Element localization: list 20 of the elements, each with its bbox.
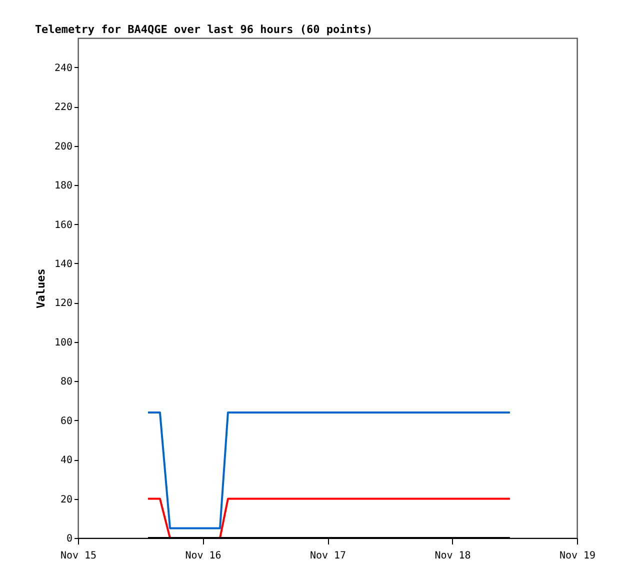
x-tick-label: Nov 18: [434, 550, 471, 562]
x-tick-label: Nov 19: [559, 550, 596, 562]
y-tick-label: 180: [54, 180, 72, 192]
y-tick-label: 80: [60, 376, 72, 388]
y-tick-label: 160: [54, 220, 72, 231]
y-tick-label: 40: [60, 455, 72, 466]
chart-title: Telemetry for BA4QGE over last 96 hours (60 points): [34, 23, 373, 36]
y-tick-label: 0: [66, 534, 72, 544]
y-tick-label: 100: [54, 337, 72, 348]
x-tick-label: Nov 17: [310, 550, 346, 562]
y-axis-title: Values: [34, 268, 48, 308]
y-tick-label: 240: [54, 62, 72, 74]
x-tick-label: Nov 15: [60, 550, 97, 562]
y-tick-label: 120: [54, 298, 72, 310]
y-tick-label: 140: [54, 258, 72, 270]
y-tick-label: 220: [54, 102, 72, 114]
y-tick-label: 20: [60, 494, 72, 506]
y-tick-label: 200: [54, 141, 72, 152]
x-tick-label: Nov 16: [185, 550, 222, 562]
y-tick-label: 60: [60, 416, 72, 427]
